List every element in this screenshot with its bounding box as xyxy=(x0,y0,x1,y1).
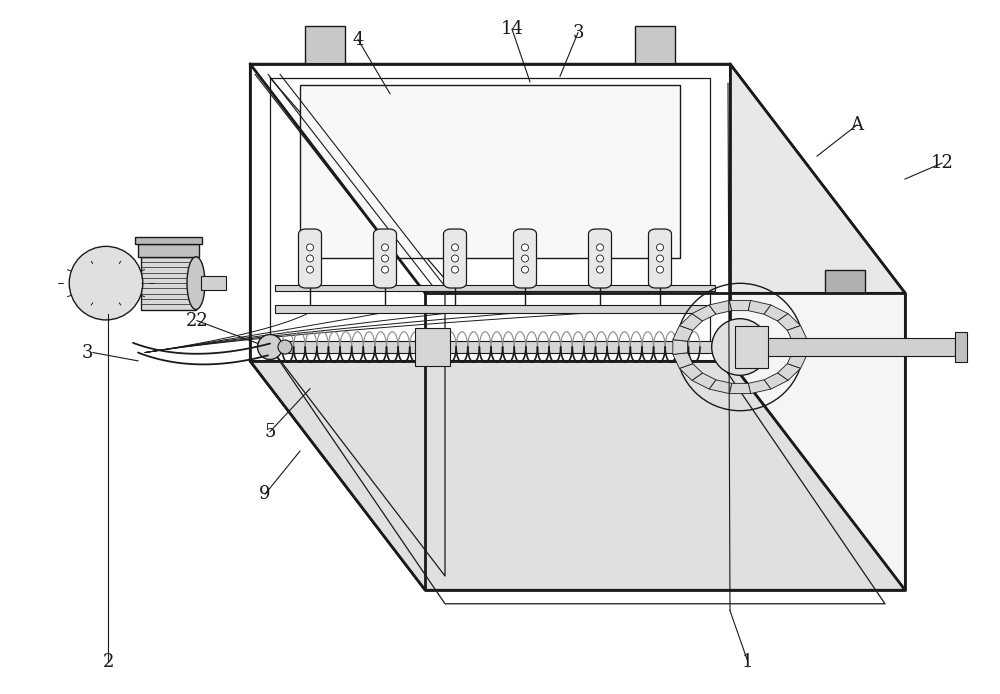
Circle shape xyxy=(452,244,458,251)
Polygon shape xyxy=(444,229,466,288)
Circle shape xyxy=(71,248,141,318)
Polygon shape xyxy=(275,285,715,291)
Polygon shape xyxy=(748,380,771,393)
Polygon shape xyxy=(764,373,788,389)
Polygon shape xyxy=(250,64,730,361)
Polygon shape xyxy=(955,332,967,362)
Circle shape xyxy=(452,266,458,273)
Circle shape xyxy=(78,255,134,312)
Polygon shape xyxy=(709,380,732,393)
Polygon shape xyxy=(748,301,771,314)
Text: 9: 9 xyxy=(259,485,271,503)
Circle shape xyxy=(382,266,388,273)
Polygon shape xyxy=(755,338,955,356)
Circle shape xyxy=(258,335,282,359)
Polygon shape xyxy=(649,229,672,288)
Circle shape xyxy=(656,255,664,262)
Polygon shape xyxy=(709,301,732,314)
Polygon shape xyxy=(135,237,202,244)
Polygon shape xyxy=(141,257,196,310)
Circle shape xyxy=(382,244,388,251)
Text: 4: 4 xyxy=(352,31,364,49)
Circle shape xyxy=(306,255,314,262)
Circle shape xyxy=(306,244,314,251)
Circle shape xyxy=(712,319,768,375)
Circle shape xyxy=(382,255,388,262)
Polygon shape xyxy=(730,64,905,590)
Polygon shape xyxy=(415,328,450,366)
Polygon shape xyxy=(305,26,345,64)
Polygon shape xyxy=(300,85,680,258)
Polygon shape xyxy=(692,373,716,389)
Polygon shape xyxy=(635,26,675,64)
Polygon shape xyxy=(735,326,768,368)
Text: 5: 5 xyxy=(264,423,276,441)
Circle shape xyxy=(596,266,604,273)
Text: 12: 12 xyxy=(931,154,953,172)
Circle shape xyxy=(596,255,604,262)
Polygon shape xyxy=(673,339,688,355)
Polygon shape xyxy=(787,325,807,341)
Circle shape xyxy=(75,253,137,314)
Text: 2: 2 xyxy=(102,653,114,671)
Polygon shape xyxy=(679,314,702,330)
Polygon shape xyxy=(201,276,226,290)
Polygon shape xyxy=(275,305,715,313)
Polygon shape xyxy=(764,305,788,321)
Polygon shape xyxy=(514,229,536,288)
Text: 3: 3 xyxy=(82,344,93,362)
Text: 14: 14 xyxy=(501,20,523,38)
Polygon shape xyxy=(673,353,693,369)
Polygon shape xyxy=(275,341,715,353)
Polygon shape xyxy=(729,383,751,393)
Polygon shape xyxy=(792,339,807,355)
Polygon shape xyxy=(588,229,611,288)
Polygon shape xyxy=(778,314,801,330)
Polygon shape xyxy=(138,244,199,257)
Polygon shape xyxy=(787,353,807,369)
Polygon shape xyxy=(679,364,702,380)
Circle shape xyxy=(73,251,139,316)
Polygon shape xyxy=(425,293,905,590)
Text: A: A xyxy=(850,116,864,134)
Polygon shape xyxy=(673,325,693,341)
Polygon shape xyxy=(250,64,905,293)
Ellipse shape xyxy=(187,257,205,310)
Circle shape xyxy=(656,266,664,273)
Polygon shape xyxy=(250,64,425,590)
Circle shape xyxy=(522,255,528,262)
Circle shape xyxy=(278,340,292,354)
Circle shape xyxy=(656,244,664,251)
Polygon shape xyxy=(692,305,716,321)
Polygon shape xyxy=(729,301,751,311)
Circle shape xyxy=(596,244,604,251)
Polygon shape xyxy=(465,270,505,293)
Text: 3: 3 xyxy=(572,24,584,42)
Text: 22: 22 xyxy=(186,312,208,330)
Text: 1: 1 xyxy=(742,653,754,671)
Polygon shape xyxy=(825,270,865,293)
Circle shape xyxy=(69,246,143,320)
Circle shape xyxy=(452,255,458,262)
Polygon shape xyxy=(374,229,396,288)
Polygon shape xyxy=(778,364,801,380)
Circle shape xyxy=(522,266,528,273)
Circle shape xyxy=(306,266,314,273)
Polygon shape xyxy=(298,229,322,288)
Polygon shape xyxy=(250,361,905,590)
Circle shape xyxy=(522,244,528,251)
